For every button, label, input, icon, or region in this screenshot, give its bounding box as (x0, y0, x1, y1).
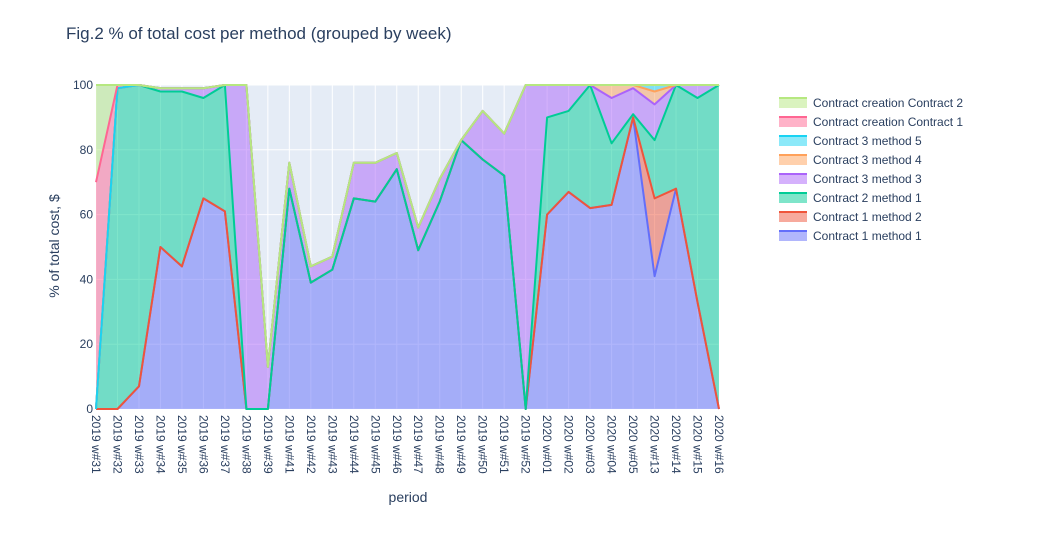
legend[interactable]: Contract creation Contract 2 Contract cre… (779, 96, 963, 243)
x-tick-label: 2019 w#52 (519, 415, 533, 474)
legend-item-contract-3-method-3[interactable]: Contract 3 method 3 (779, 172, 922, 186)
legend-label: Contract 3 method 3 (813, 172, 922, 186)
x-axis-label: period (389, 489, 428, 505)
y-tick-label: 40 (80, 272, 94, 286)
x-tick-label: 2019 w#41 (282, 415, 296, 474)
x-tick-label: 2019 w#44 (347, 415, 361, 474)
legend-item-contract-creation-contract-2[interactable]: Contract creation Contract 2 (779, 96, 963, 110)
legend-item-contract-2-method-1[interactable]: Contract 2 method 1 (779, 191, 922, 205)
x-tick-label: 2019 w#42 (304, 415, 318, 474)
y-tick-label: 80 (80, 143, 94, 157)
x-tick-label: 2019 w#37 (218, 415, 232, 474)
y-tick-label: 100 (73, 78, 93, 92)
area-series-group (95, 84, 720, 410)
x-tick-label: 2019 w#32 (111, 415, 125, 474)
x-tick-label: 2019 w#51 (497, 415, 511, 474)
x-tick-label: 2020 w#01 (540, 415, 554, 474)
x-tick-label: 2019 w#46 (390, 415, 404, 474)
x-tick-label: 2019 w#34 (153, 415, 167, 474)
y-tick-label: 60 (80, 208, 94, 222)
legend-item-contract-3-method-5[interactable]: Contract 3 method 5 (779, 134, 922, 148)
legend-item-contract-1-method-2[interactable]: Contract 1 method 2 (779, 210, 922, 224)
x-tick-label: 2020 w#13 (648, 415, 662, 474)
y-axis-label: % of total cost, $ (46, 194, 62, 298)
legend-label: Contract 1 method 2 (813, 210, 922, 224)
x-tick-label: 2020 w#04 (605, 415, 619, 474)
x-tick-label: 2019 w#48 (433, 415, 447, 474)
x-tick-label: 2019 w#45 (368, 415, 382, 474)
x-tick-label: 2020 w#14 (669, 415, 683, 474)
y-tick-label: 0 (86, 402, 93, 416)
legend-item-contract-1-method-1[interactable]: Contract 1 method 1 (779, 229, 922, 243)
x-tick-label: 2019 w#33 (132, 415, 146, 474)
x-tick-label: 2019 w#43 (325, 415, 339, 474)
x-tick-label: 2019 w#49 (454, 415, 468, 474)
legend-swatch (779, 98, 807, 108)
legend-swatch (779, 212, 807, 222)
legend-label: Contract 3 method 5 (813, 134, 922, 148)
x-tick-label: 2020 w#02 (562, 415, 576, 474)
x-tick-label: 2019 w#50 (476, 415, 490, 474)
x-tick-label: 2019 w#35 (175, 415, 189, 474)
x-tick-label: 2020 w#03 (583, 415, 597, 474)
x-tick-label: 2019 w#31 (89, 415, 103, 474)
legend-label: Contract 3 method 4 (813, 153, 922, 167)
legend-swatch (779, 136, 807, 146)
x-tick-label: 2019 w#38 (239, 415, 253, 474)
area-contract-1-method-1[interactable] (96, 117, 719, 410)
legend-label: Contract creation Contract 1 (813, 115, 963, 129)
legend-swatch (779, 117, 807, 127)
area-contract-2-method-1[interactable] (96, 85, 719, 409)
line-contract-creation-contract-2[interactable] (96, 84, 719, 368)
x-tick-label: 2019 w#36 (196, 415, 210, 474)
x-tick-label: 2020 w#05 (626, 415, 640, 474)
legend-swatch (779, 193, 807, 203)
x-tick-label: 2020 w#16 (712, 415, 726, 474)
x-tick-label: 2020 w#15 (691, 415, 705, 474)
legend-item-contract-creation-contract-1[interactable]: Contract creation Contract 1 (779, 115, 963, 129)
x-axis-ticks: 2019 w#31 2019 w#32 2019 w#33 2019 w#34 2019… (89, 415, 726, 474)
legend-label: Contract creation Contract 2 (813, 96, 963, 110)
legend-label: Contract 2 method 1 (813, 191, 922, 205)
y-tick-label: 20 (80, 337, 94, 351)
legend-swatch (779, 231, 807, 241)
legend-swatch (779, 155, 807, 165)
chart-title: Fig.2 % of total cost per method (groupe… (66, 24, 452, 43)
legend-swatch (779, 174, 807, 184)
x-tick-label: 2019 w#39 (261, 415, 275, 474)
x-tick-label: 2019 w#47 (411, 415, 425, 474)
line-contract-2-method-1[interactable] (95, 84, 720, 410)
y-axis-ticks: 0 20 40 60 80 100 (73, 78, 93, 416)
legend-label: Contract 1 method 1 (813, 229, 922, 243)
legend-item-contract-3-method-4[interactable]: Contract 3 method 4 (779, 153, 922, 167)
